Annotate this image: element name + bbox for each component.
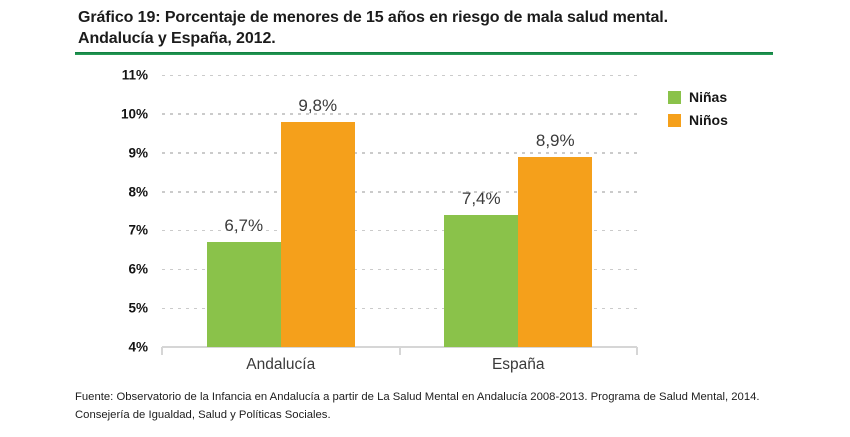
- gridline: [162, 74, 637, 76]
- x-axis-tick: [636, 347, 638, 355]
- category-label-andalucia: Andalucía: [246, 356, 316, 373]
- legend-label: Niños: [689, 112, 728, 128]
- gridline: [162, 307, 637, 310]
- y-axis-tick-label: 9%: [128, 145, 148, 161]
- source-note: Fuente: Observatorio de la Infancia en A…: [75, 391, 760, 421]
- category-label-espana: España: [491, 356, 545, 373]
- bar-ninos-andalucia: [280, 121, 355, 347]
- legend: Niñas Niños: [668, 89, 728, 135]
- bar-value-label: 9,8%: [298, 95, 338, 115]
- y-axis-tick-label: 6%: [128, 261, 148, 277]
- legend-swatch-ninos: [668, 113, 681, 127]
- gridline: [162, 268, 637, 271]
- chart-title-line2: Andalucía y España, 2012.: [78, 29, 276, 47]
- y-axis-tick-label: 10%: [120, 106, 148, 122]
- gridline: [162, 113, 637, 115]
- y-axis-tick-label: 4%: [128, 339, 148, 355]
- bar-value-label: 7,4%: [461, 188, 501, 208]
- x-axis-tick: [398, 347, 401, 355]
- legend-label: Niñas: [689, 89, 728, 105]
- gridline: [162, 152, 637, 154]
- title-divider-rule: [75, 52, 773, 55]
- y-axis-tick-label: 7%: [128, 222, 148, 238]
- chart-title-line1: Gráfico 19: Porcentaje de menores de 15 …: [78, 9, 668, 26]
- bar-value-label: 8,9%: [535, 130, 575, 150]
- bar-ninos-espana: [518, 156, 593, 347]
- y-axis-tick-label: 5%: [128, 300, 148, 316]
- bar-ninas-espana: [444, 214, 519, 347]
- legend-swatch-ninas: [668, 90, 681, 104]
- y-axis-tick-label: 11%: [121, 67, 148, 83]
- gridline: [162, 229, 637, 232]
- gridline: [162, 191, 637, 193]
- x-axis-tick: [161, 347, 163, 355]
- chart-title: Gráfico 19: Porcentaje de menores de 15 …: [78, 8, 798, 50]
- bar-ninas-andalucia: [206, 242, 281, 347]
- bar-value-label: 6,7%: [224, 216, 264, 236]
- y-axis-tick-label: 8%: [128, 184, 148, 200]
- legend-item-ninas: Niñas: [668, 89, 728, 105]
- legend-item-ninos: Niños: [668, 112, 728, 128]
